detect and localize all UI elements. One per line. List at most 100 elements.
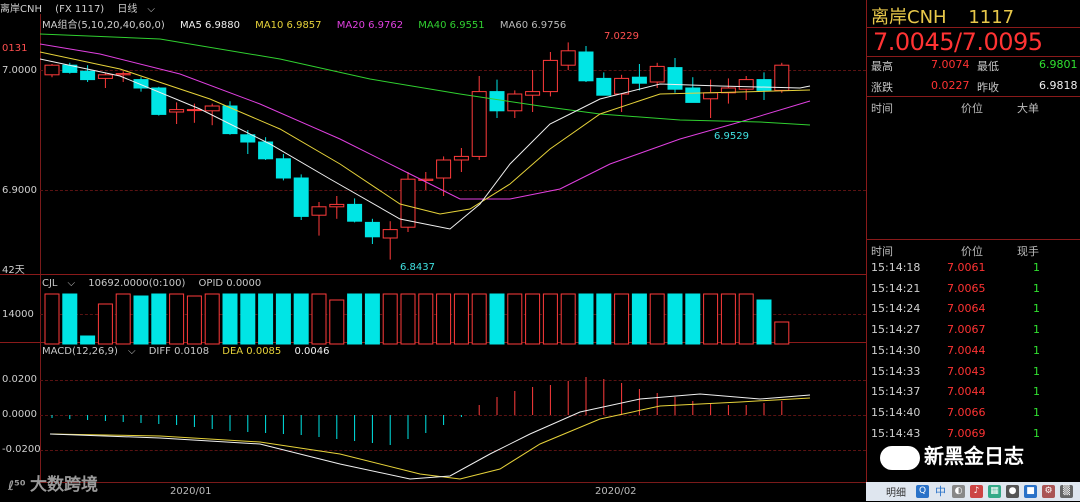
candle-body	[560, 50, 576, 66]
change-value: 0.0227	[931, 79, 970, 92]
volume-bar	[507, 293, 523, 345]
panel-separator	[0, 274, 866, 275]
candle-body	[436, 159, 452, 179]
grid-icon[interactable]: ▒	[1060, 485, 1073, 498]
period-selector[interactable]: 日线	[117, 4, 138, 15]
trade-time: 15:14:27	[871, 323, 921, 337]
volume-bar	[222, 293, 238, 345]
candle-body	[44, 64, 60, 76]
trade-time: 15:14:30	[871, 343, 921, 357]
candle-body	[596, 77, 612, 96]
price-axis: 0131 7.0000 6.9000 42天 14000 0.0200 0.00…	[0, 14, 41, 482]
taskbar-text: 明细	[886, 488, 906, 499]
candle-body	[151, 87, 167, 115]
volume-bar	[596, 293, 612, 345]
trade-row[interactable]: 15:14:33 7.0043 1	[867, 362, 1080, 383]
trade-row[interactable]: 15:14:37 7.0044 1	[867, 382, 1080, 403]
volume-bar	[631, 293, 647, 345]
ma5-label: MA5 6.9880	[179, 20, 240, 31]
ma-line	[40, 58, 811, 230]
trade-row[interactable]: 15:14:24 7.0064 1	[867, 299, 1080, 320]
chevron-down-icon[interactable]: ⌵	[67, 278, 76, 289]
trade-row[interactable]: 15:14:21 7.0065 1	[867, 279, 1080, 300]
trade-size: 1	[1033, 261, 1040, 274]
volume-bar	[169, 293, 185, 345]
candle-body	[703, 92, 719, 100]
header-size: 现手	[1017, 245, 1039, 258]
candle-body	[578, 51, 594, 82]
trade-price: 7.0065	[947, 281, 986, 295]
candle-body	[364, 221, 380, 238]
watermark-logo: ℓ⁵⁰ 大数跨境	[8, 475, 99, 495]
candle-body	[471, 91, 487, 157]
quote-panel: 离岸CNH 1117 7.0045/7.0095 最高 7.0074 最低 6.…	[866, 0, 1080, 501]
candle-body	[293, 177, 309, 217]
ma-group-label[interactable]: MA组合(5,10,20,40,60,0)	[42, 20, 165, 31]
axis-label-7: 7.0000	[2, 65, 37, 76]
prev-close-label: 昨收	[977, 81, 999, 94]
quote-title: 离岸CNH 1117	[871, 3, 1030, 29]
search-icon[interactable]: Q	[916, 485, 929, 498]
trade-row[interactable]: 15:14:40 7.0066 1	[867, 403, 1080, 424]
trade-price: 7.0061	[947, 261, 986, 274]
volume-axis-label: 14000	[2, 309, 34, 320]
candle-body	[347, 203, 363, 222]
trade-row[interactable]: 15:14:43 7.0069 1	[867, 424, 1080, 445]
days-label: 42天	[2, 265, 25, 276]
header-time: 时间	[871, 102, 893, 115]
volume-bar	[453, 293, 469, 345]
volume-label[interactable]: CJL	[42, 278, 58, 289]
chevron-down-icon[interactable]: ⌵	[147, 4, 155, 15]
volume-bar	[44, 293, 60, 345]
trade-size: 1	[1033, 426, 1040, 440]
macd-label[interactable]: MACD(12,26,9)	[42, 346, 118, 357]
chart-canvas[interactable]	[40, 14, 866, 482]
low-label: 最低	[977, 60, 999, 73]
volume-bar	[240, 293, 256, 345]
volume-bar	[578, 293, 594, 345]
candle-body	[80, 70, 96, 81]
trade-time: 15:14:37	[871, 385, 921, 399]
candle-body	[453, 155, 469, 161]
app-icon[interactable]: ■	[1024, 485, 1037, 498]
grid-line	[40, 415, 866, 416]
volume-bar	[258, 293, 274, 345]
candle-body	[204, 105, 220, 112]
volume-bar	[471, 293, 487, 345]
speaker-icon[interactable]: ♪	[970, 485, 983, 498]
trade-row[interactable]: 15:14:30 7.0044 1	[867, 341, 1080, 362]
candle-body	[186, 109, 202, 112]
trade-time: 15:14:24	[871, 302, 921, 316]
grid-line	[40, 314, 866, 315]
volume-bar	[382, 293, 398, 345]
volume-bar	[133, 295, 149, 345]
trade-size: 1	[1033, 281, 1040, 295]
ime-icon[interactable]: 中	[935, 485, 946, 498]
ma10-label: MA10 6.9857	[255, 20, 322, 31]
volume-bar	[774, 321, 790, 345]
date-axis: 2020/01 2020/02	[40, 482, 866, 502]
date-label-jan: 2020/01	[170, 486, 212, 497]
axis-label-partial: 0131	[2, 43, 28, 54]
quote-name: 离岸CNH	[871, 7, 947, 28]
ma60-label: MA60 6.9756	[499, 20, 567, 31]
trade-row[interactable]: 15:14:27 7.0067 1	[867, 320, 1080, 341]
keyboard-icon[interactable]: ▦	[988, 485, 1001, 498]
axis-label-69: 6.9000	[2, 185, 37, 196]
chevron-down-icon[interactable]: ⌵	[127, 346, 136, 357]
trade-price: 7.0067	[947, 323, 986, 337]
ma-line	[40, 33, 811, 126]
candle-body	[756, 79, 772, 91]
person-icon[interactable]: ●	[1006, 485, 1019, 498]
candle-body	[738, 79, 754, 90]
trade-row[interactable]: 15:14:18 7.0061 1	[867, 258, 1080, 279]
diff-value: DIFF 0.0108	[148, 346, 210, 357]
moon-icon[interactable]: ◐	[952, 485, 965, 498]
trade-time: 15:14:18	[871, 261, 921, 274]
bid-ask-price: 7.0045/7.0095	[873, 28, 1043, 56]
settings-icon[interactable]: ⚙	[1042, 485, 1055, 498]
candle-body	[649, 65, 665, 83]
volume-bar	[347, 293, 363, 345]
volume-bar	[186, 295, 202, 345]
volume-legend: CJL ⌵ 10692.0000(0:100) OPID 0.0000	[42, 278, 271, 289]
